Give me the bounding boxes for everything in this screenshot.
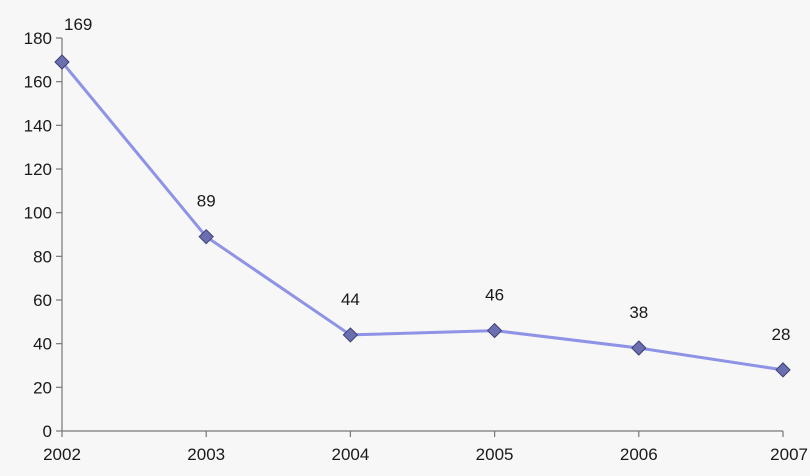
axes xyxy=(61,38,783,432)
y-tick-label: 180 xyxy=(24,29,52,48)
y-tick-label: 60 xyxy=(33,291,52,310)
data-point-marker xyxy=(342,327,359,343)
data-label: 38 xyxy=(629,303,648,322)
series xyxy=(54,54,791,378)
x-tick-label: 2003 xyxy=(187,445,225,464)
data-label: 89 xyxy=(197,192,216,211)
x-tick-label: 2004 xyxy=(331,445,369,464)
y-tick-label: 80 xyxy=(33,247,52,266)
y-tick-label: 0 xyxy=(43,422,52,441)
x-tick-label: 2005 xyxy=(476,445,514,464)
data-point-marker xyxy=(198,228,214,245)
x-axis-ticks: 2002 2003 2004 2005 2006 2007 xyxy=(43,431,808,464)
y-tick-label: 20 xyxy=(33,378,52,397)
x-tick-label: 2006 xyxy=(620,445,658,464)
x-tick-label: 2002 xyxy=(43,445,81,464)
y-tick-label: 40 xyxy=(33,335,52,354)
data-label: 169 xyxy=(64,15,92,34)
data-point-marker xyxy=(775,362,791,378)
y-tick-label: 140 xyxy=(24,116,52,135)
x-tick-label: 2007 xyxy=(770,445,808,464)
data-point-marker xyxy=(486,322,503,339)
y-tick-label: 100 xyxy=(24,204,52,223)
y-tick-label: 120 xyxy=(24,160,52,179)
data-label: 46 xyxy=(485,286,504,305)
data-label: 28 xyxy=(772,325,791,344)
y-tick-label: 160 xyxy=(24,73,52,92)
y-axis-ticks: 0 20 40 60 80 100 120 140 160 180 xyxy=(24,29,62,441)
series-line xyxy=(60,61,784,372)
data-point-marker xyxy=(631,340,647,356)
data-label: 44 xyxy=(341,290,360,309)
data-labels: 169 89 44 46 38 28 xyxy=(64,15,790,344)
data-point-marker xyxy=(54,54,70,70)
